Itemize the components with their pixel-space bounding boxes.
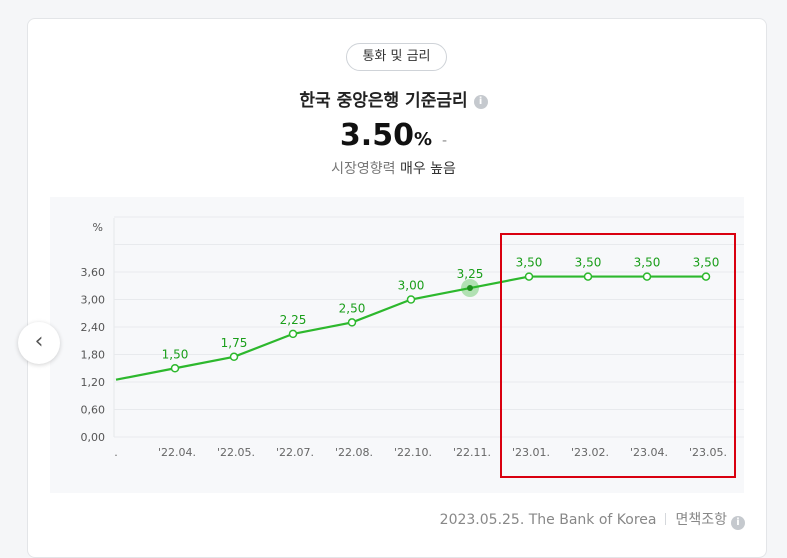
data-point[interactable] (701, 272, 711, 281)
x-tick-label: '22.10. (394, 446, 432, 459)
x-tick-label: '23.01. (512, 446, 550, 459)
disclaimer-link[interactable]: 면책조항 (675, 512, 727, 528)
influence-label: 시장영향력 (331, 161, 396, 177)
disclaimer-info-icon[interactable]: i (731, 516, 745, 530)
data-point[interactable] (170, 364, 180, 373)
data-labels: 1,50 1,75 2,25 2,50 3,00 3,25 3,50 3,50 3,50 3,50 (162, 256, 720, 362)
data-label: 3,50 (516, 256, 543, 270)
x-tick-label: '23.04. (630, 446, 668, 459)
x-tick-label: '23.05. (689, 446, 727, 459)
rate-value: 3.50 (339, 118, 414, 153)
grid-lines (113, 216, 744, 438)
series-layer (115, 272, 711, 381)
data-label: 3,50 (575, 256, 602, 270)
x-tick-label: . (114, 446, 118, 459)
y-tick-label: 0,00 (81, 431, 106, 444)
data-point[interactable] (524, 272, 534, 281)
market-influence: 시장영향력 매우 높음 (0, 158, 787, 178)
category-tag[interactable]: 통화 및 금리 (346, 43, 447, 71)
data-point[interactable] (642, 272, 652, 281)
rate-change: - (442, 133, 448, 149)
influence-level: 매우 높음 (399, 161, 456, 177)
y-axis-unit: % (93, 221, 103, 234)
data-point[interactable] (229, 352, 239, 362)
data-point[interactable] (288, 329, 298, 339)
y-tick-label: 3,60 (81, 266, 106, 279)
y-tick-label: 0,60 (81, 404, 106, 417)
rate-unit: % (413, 129, 432, 150)
chart-area (50, 197, 744, 493)
x-tick-label: '22.04. (158, 446, 196, 459)
y-tick-label: 1,20 (81, 376, 106, 389)
title-text: 한국 중앙은행 기준금리 (299, 91, 468, 111)
data-point[interactable] (347, 318, 357, 327)
data-point[interactable] (467, 285, 473, 292)
data-label: 1,75 (221, 336, 248, 350)
footer-divider (665, 513, 667, 525)
x-tick-label: '22.11. (453, 446, 491, 459)
y-tick-label: 2,40 (81, 321, 106, 334)
x-tick-label: '22.08. (335, 446, 373, 459)
footer: 2023.05.25. The Bank of Korea 면책조항 i (440, 509, 745, 530)
data-label: 3,25 (457, 267, 484, 281)
data-point[interactable] (406, 295, 416, 304)
data-label: 3,50 (634, 256, 661, 270)
data-label: 2,25 (280, 313, 307, 327)
data-label: 3,50 (693, 256, 720, 270)
data-label: 1,50 (162, 347, 189, 361)
page-title: 한국 중앙은행 기준금리 i (0, 86, 787, 111)
rate-display: 3.50% - (0, 118, 787, 153)
footer-source: 2023.05.25. The Bank of Korea (439, 512, 657, 528)
info-icon[interactable]: i (473, 95, 488, 109)
highlight-box (500, 233, 736, 478)
y-tick-label: 3,00 (81, 294, 106, 307)
data-label: 2,50 (339, 301, 366, 315)
x-tick-label: '22.05. (217, 446, 255, 459)
data-label: 3,00 (398, 279, 425, 293)
chevron-left-icon[interactable]: ‹ (18, 322, 60, 364)
x-tick-label: '23.02. (571, 446, 609, 459)
axis-labels: % 3,60 3,00 2,40 1,80 1,20 0,60 0,00. '22.04. '22… (81, 221, 728, 459)
x-tick-label: '22.07. (276, 446, 314, 459)
data-point[interactable] (583, 272, 593, 281)
y-tick-label: 1,80 (81, 349, 106, 362)
